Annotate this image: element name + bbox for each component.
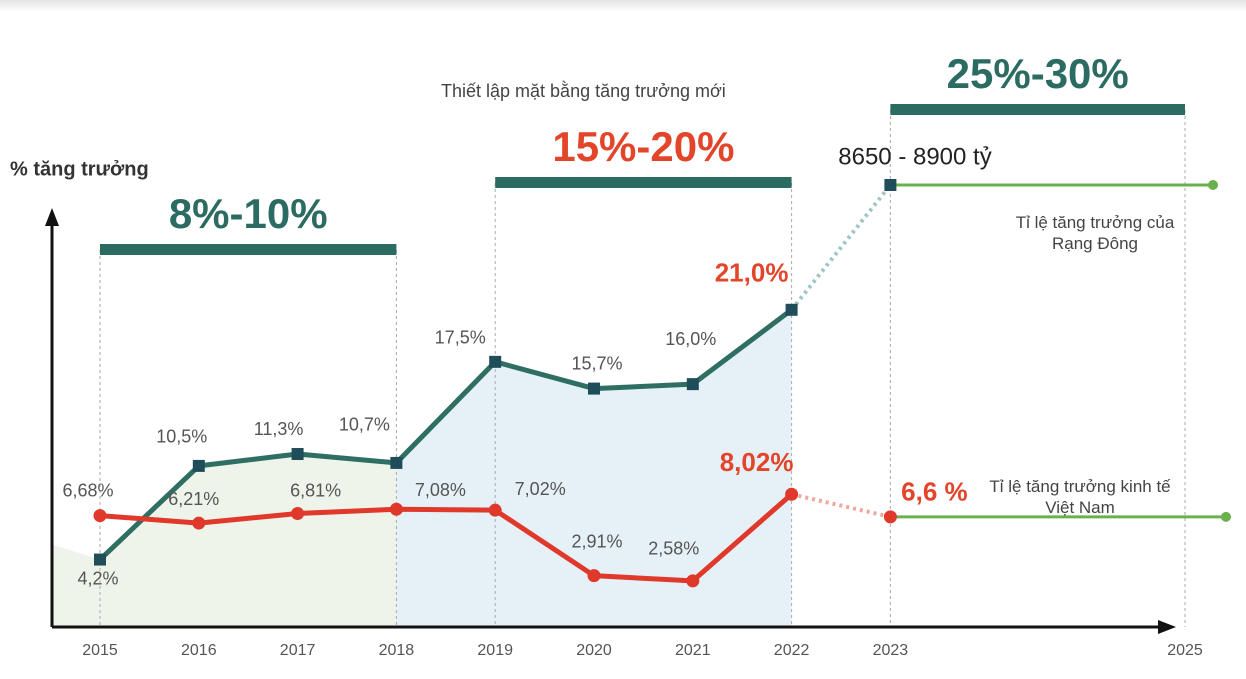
area <box>52 454 397 627</box>
data-label: 8,02% <box>720 447 794 477</box>
point <box>588 382 600 395</box>
data-label: 21,0% <box>715 258 789 288</box>
band-note: Thiết lập mặt bằng tăng trưởng mới <box>441 80 726 101</box>
data-label: 2,58% <box>648 539 699 559</box>
point <box>489 355 502 368</box>
point <box>93 509 107 523</box>
x-tick-label: 2015 <box>82 642 118 659</box>
x-tick-label: 2025 <box>1167 642 1203 659</box>
point <box>785 303 798 316</box>
point <box>686 574 700 588</box>
point <box>785 487 799 501</box>
band-label: 15%-20% <box>552 123 734 170</box>
target-dot <box>1208 180 1218 190</box>
data-label: 10,7% <box>339 415 390 435</box>
data-label: 11,3% <box>254 419 304 439</box>
point <box>587 569 601 583</box>
x-axis-arrow <box>1158 620 1176 634</box>
data-label: 10,5% <box>156 427 207 447</box>
point <box>488 503 502 517</box>
x-tick-label: 2019 <box>477 642 513 659</box>
band-bar <box>890 104 1185 115</box>
band-label: 25%-30% <box>947 50 1129 97</box>
target-label: 8650 - 8900 tỷ <box>838 143 991 170</box>
point <box>686 378 699 391</box>
x-tick-label: 2023 <box>873 642 909 659</box>
x-tick-label: 2022 <box>774 642 810 659</box>
x-tick-label: 2018 <box>379 642 415 659</box>
x-tick-label: 2021 <box>675 642 711 659</box>
top-shade <box>0 0 1246 12</box>
legend-item: Tỉ lệ tăng trưởng kinh tế Việt Nam <box>989 477 1171 517</box>
point <box>883 510 897 524</box>
data-label: 7,02% <box>515 479 566 499</box>
data-label: 2,91% <box>571 531 622 551</box>
point <box>291 507 305 521</box>
y-axis-label: % tăng trưởng <box>10 158 149 180</box>
legend-item: Tỉ lệ tăng trưởng của Rạng Đông <box>1015 213 1175 253</box>
point <box>291 448 304 461</box>
band-bar <box>495 177 792 188</box>
data-label: 6,6 % <box>901 477 968 507</box>
band-label: 8%-10% <box>169 190 328 237</box>
x-tick-label: 2017 <box>280 642 316 659</box>
x-tick-label: 2016 <box>181 642 217 659</box>
projection <box>791 492 891 519</box>
data-label: 6,68% <box>62 480 113 500</box>
data-label: 4,2% <box>77 568 118 588</box>
data-label: 17,5% <box>435 328 486 348</box>
band-bar <box>100 244 397 255</box>
line <box>99 492 794 584</box>
data-label: 16,0% <box>665 329 716 349</box>
data-label: 6,21% <box>168 489 219 509</box>
projection <box>790 183 892 312</box>
point <box>390 456 403 469</box>
data-label: 15,7% <box>571 353 622 373</box>
point <box>192 516 206 530</box>
point <box>192 459 205 472</box>
point <box>389 502 403 516</box>
x-tick-label: 2020 <box>576 642 612 659</box>
target-dot <box>1221 511 1231 522</box>
line <box>98 307 794 562</box>
y-axis-arrow <box>45 208 59 226</box>
target-marker <box>884 179 897 191</box>
point <box>94 553 106 566</box>
data-label: 6,81% <box>290 480 341 500</box>
data-label: 7,08% <box>415 480 466 500</box>
